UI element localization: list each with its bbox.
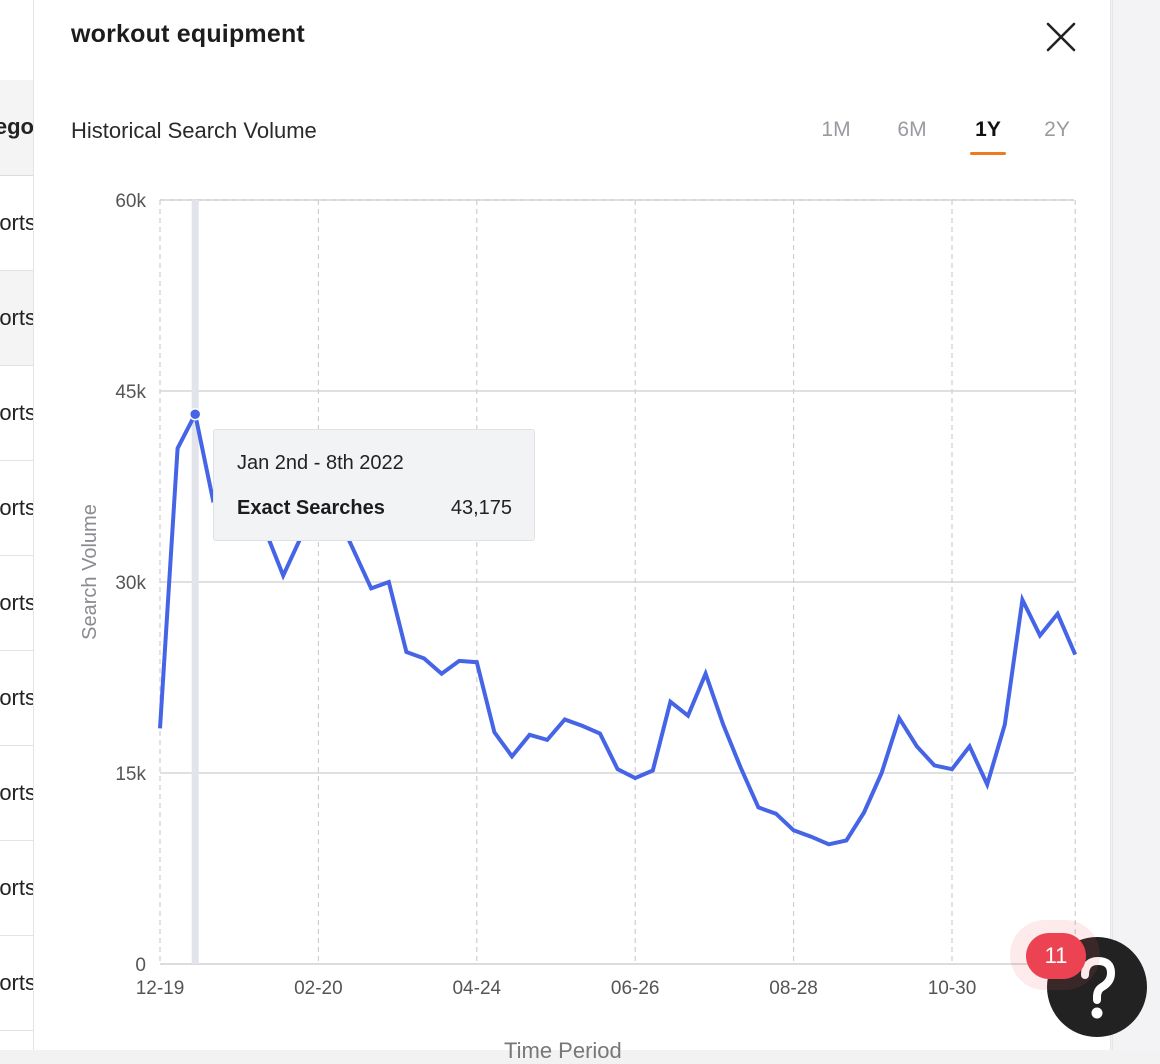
tab-6m[interactable]: 6M	[897, 118, 927, 141]
close-icon[interactable]	[1044, 20, 1078, 54]
row-text: orts	[0, 495, 36, 520]
x-tick-label: 06-26	[611, 978, 660, 999]
y-tick-label: 30k	[115, 573, 146, 594]
row-text: orts	[0, 590, 36, 615]
x-tick-label: 12-19	[136, 978, 185, 999]
y-tick-label: 0	[135, 955, 146, 976]
highlight-point	[188, 407, 202, 421]
row-text: orts	[0, 875, 36, 900]
x-axis-title: Time Period	[504, 1038, 622, 1063]
keyword-detail-panel: workout equipment Historical Search Volu…	[33, 0, 1111, 1050]
row-text: orts	[0, 780, 36, 805]
row-text: orts	[0, 210, 36, 235]
x-tick-label: 10-30	[928, 978, 977, 999]
tab-1y[interactable]: 1Y	[962, 112, 1014, 155]
tab-2y[interactable]: 2Y	[1044, 118, 1070, 141]
row-text: orts	[0, 970, 36, 995]
notification-badge: 11	[1026, 933, 1086, 979]
background-right-strip	[1112, 0, 1160, 1050]
hover-band	[191, 200, 199, 964]
bottom-fade	[34, 995, 1110, 1050]
y-tick-label: 45k	[115, 382, 146, 403]
section-title: Historical Search Volume	[71, 118, 317, 143]
row-text: orts	[0, 305, 36, 330]
question-icon	[1081, 956, 1116, 1019]
tooltip-value: 43,175	[450, 497, 512, 519]
x-tick-label: 04-24	[452, 978, 501, 999]
y-tick-label: 15k	[115, 764, 146, 785]
x-tick-label: 02-20	[294, 978, 343, 999]
y-tick-label: 60k	[115, 191, 146, 212]
row-text: orts	[0, 685, 36, 710]
background-header-text: ego	[0, 114, 34, 139]
panel-title: workout equipment	[71, 20, 305, 48]
tooltip-label: Exact Searches	[237, 497, 385, 519]
y-axis-title: Search Volume	[79, 504, 101, 640]
tooltip-date: Jan 2nd - 8th 2022	[237, 452, 404, 474]
chart-tooltip: Jan 2nd - 8th 2022 Exact Searches 43,175	[213, 429, 535, 541]
row-text: orts	[0, 400, 36, 425]
tab-1m[interactable]: 1M	[821, 118, 851, 141]
x-tick-label: 08-28	[769, 978, 818, 999]
